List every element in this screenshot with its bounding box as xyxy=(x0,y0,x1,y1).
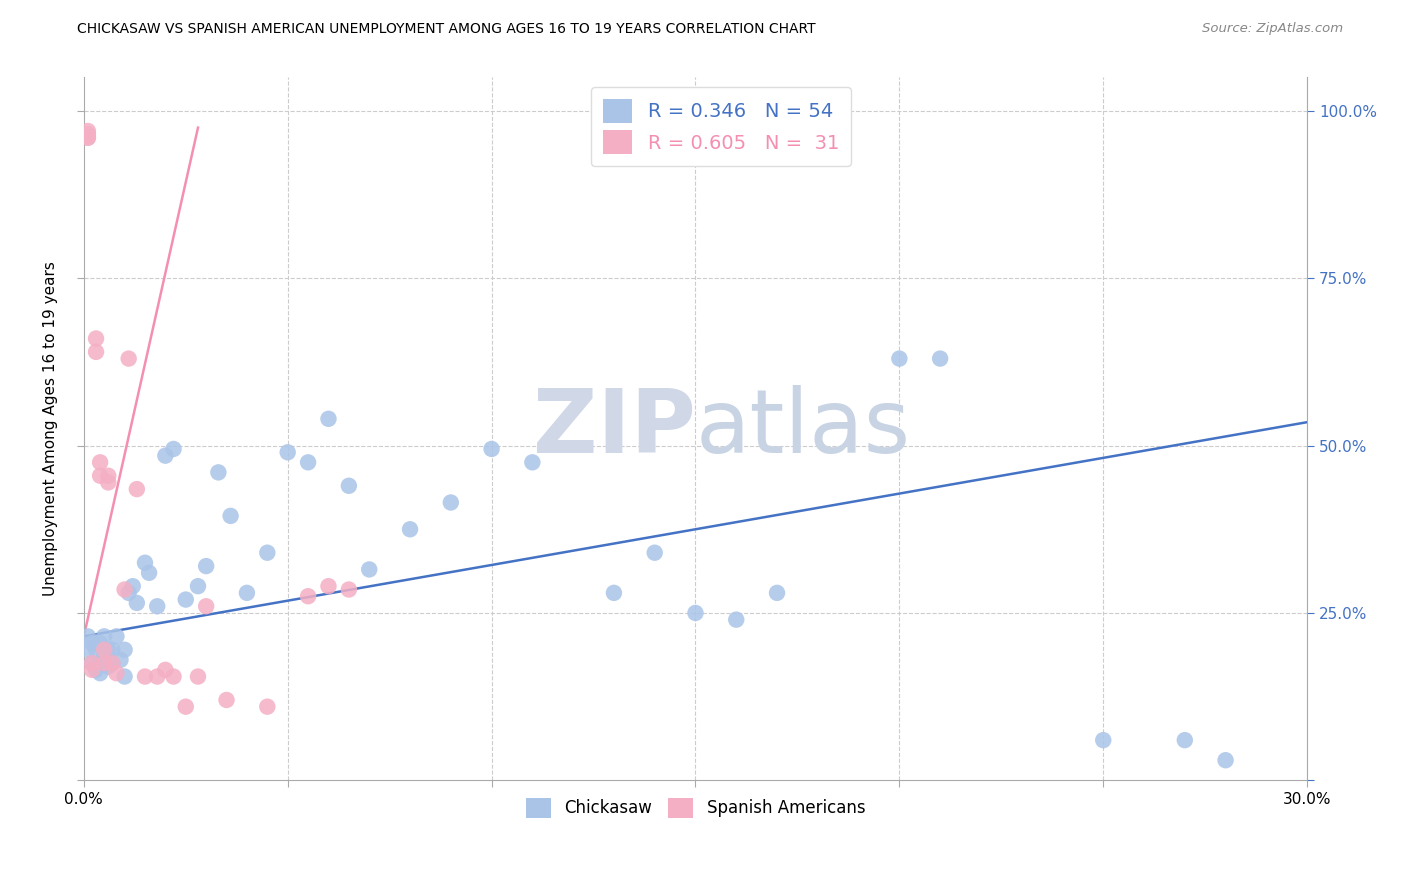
Point xyxy=(1215,753,1237,767)
Point xyxy=(118,586,141,600)
Point xyxy=(80,636,103,650)
Point xyxy=(256,699,278,714)
Point xyxy=(481,442,503,456)
Point xyxy=(114,669,136,683)
Point xyxy=(84,344,107,359)
Point xyxy=(97,642,120,657)
Point xyxy=(110,653,132,667)
Point xyxy=(84,331,107,345)
Point xyxy=(125,482,148,496)
Point xyxy=(89,468,111,483)
Point xyxy=(725,613,748,627)
Point xyxy=(101,642,124,657)
Point xyxy=(337,479,360,493)
Point xyxy=(318,412,340,426)
Point xyxy=(174,699,197,714)
Point xyxy=(236,586,259,600)
Point xyxy=(146,669,169,683)
Point xyxy=(134,669,156,683)
Point xyxy=(125,596,148,610)
Point xyxy=(155,449,177,463)
Point xyxy=(77,130,100,145)
Point xyxy=(644,546,666,560)
Point xyxy=(80,656,103,670)
Text: atlas: atlas xyxy=(696,385,911,473)
Point xyxy=(174,592,197,607)
Point xyxy=(187,669,209,683)
Point xyxy=(105,666,128,681)
Point xyxy=(84,663,107,677)
Point xyxy=(337,582,360,597)
Point xyxy=(89,666,111,681)
Point xyxy=(256,546,278,560)
Point xyxy=(195,599,218,614)
Legend: Chickasaw, Spanish Americans: Chickasaw, Spanish Americans xyxy=(519,791,872,825)
Point xyxy=(134,556,156,570)
Point xyxy=(929,351,952,366)
Point xyxy=(89,455,111,469)
Point xyxy=(101,656,124,670)
Point xyxy=(155,663,177,677)
Point xyxy=(84,642,107,657)
Point xyxy=(195,559,218,574)
Point xyxy=(162,442,184,456)
Point xyxy=(522,455,544,469)
Point xyxy=(215,693,238,707)
Point xyxy=(97,475,120,490)
Point xyxy=(766,586,789,600)
Point xyxy=(219,508,242,523)
Text: ZIP: ZIP xyxy=(533,385,696,473)
Point xyxy=(97,468,120,483)
Point xyxy=(89,656,111,670)
Point xyxy=(77,130,100,145)
Point xyxy=(318,579,340,593)
Point xyxy=(114,582,136,597)
Point xyxy=(77,629,100,643)
Point xyxy=(89,636,111,650)
Point xyxy=(97,659,120,673)
Point xyxy=(77,124,100,138)
Point xyxy=(207,466,229,480)
Point xyxy=(138,566,160,580)
Point xyxy=(440,495,463,509)
Point xyxy=(187,579,209,593)
Text: Source: ZipAtlas.com: Source: ZipAtlas.com xyxy=(1202,22,1343,36)
Point xyxy=(101,656,124,670)
Point xyxy=(77,642,100,657)
Point xyxy=(399,522,422,536)
Point xyxy=(603,586,626,600)
Point xyxy=(114,642,136,657)
Point xyxy=(93,629,115,643)
Text: CHICKASAW VS SPANISH AMERICAN UNEMPLOYMENT AMONG AGES 16 TO 19 YEARS CORRELATION: CHICKASAW VS SPANISH AMERICAN UNEMPLOYME… xyxy=(77,22,815,37)
Point xyxy=(93,642,115,657)
Point xyxy=(146,599,169,614)
Point xyxy=(297,589,319,603)
Point xyxy=(93,656,115,670)
Point xyxy=(118,351,141,366)
Point xyxy=(889,351,911,366)
Point xyxy=(93,646,115,660)
Point xyxy=(80,663,103,677)
Point xyxy=(359,562,381,576)
Point xyxy=(162,669,184,683)
Point xyxy=(93,656,115,670)
Point xyxy=(277,445,299,459)
Point xyxy=(297,455,319,469)
Point xyxy=(1174,733,1197,747)
Point xyxy=(80,656,103,670)
Point xyxy=(121,579,143,593)
Point xyxy=(685,606,707,620)
Point xyxy=(1092,733,1115,747)
Point xyxy=(77,128,100,142)
Point xyxy=(105,629,128,643)
Y-axis label: Unemployment Among Ages 16 to 19 years: Unemployment Among Ages 16 to 19 years xyxy=(44,261,58,597)
